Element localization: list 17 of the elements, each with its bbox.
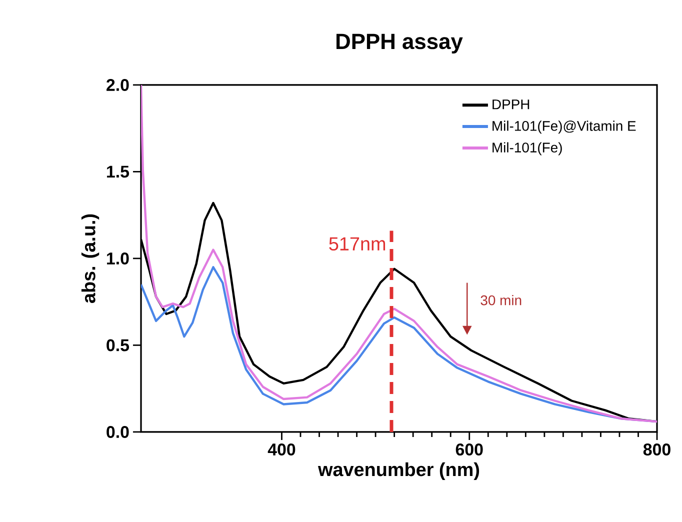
legend-label: Mil-101(Fe)@Vitamin E [492, 120, 636, 134]
legend-label: Mil-101(Fe) [492, 142, 562, 156]
x-tick-label: 800 [643, 444, 670, 456]
x-tick-label: 400 [268, 444, 296, 456]
ref-line-label: 517nm [329, 237, 386, 251]
y-axis-title: abs. (a.u.) [81, 214, 100, 303]
legend-label: DPPH [492, 100, 530, 110]
y-tick-label: 0.5 [106, 339, 130, 352]
y-tick-label: 0.0 [106, 426, 129, 438]
annotation: 30 min [480, 295, 522, 306]
y-tick-label: 1.5 [107, 166, 130, 178]
x-tick-label: 600 [456, 444, 483, 456]
x-axis-title: wavenumber (nm) [318, 462, 480, 480]
y-tick-label: 2.0 [106, 78, 129, 91]
line-series [141, 84, 658, 423]
y-tick-label: 1.0 [107, 252, 129, 264]
chart-title: DPPH assay [336, 34, 463, 54]
